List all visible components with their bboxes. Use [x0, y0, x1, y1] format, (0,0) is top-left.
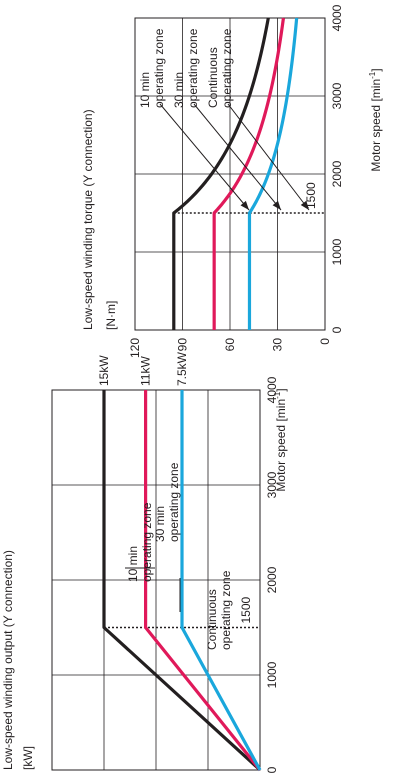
torque-plot-area: 0 30 60 90 120 0 1000 2000 3000 4000 1500 10 min…: [128, 4, 344, 358]
torque-chart: Low-speed winding torque (Y connection) …: [81, 4, 383, 358]
series-line: [212, 17, 286, 330]
x-tick-label: 3000: [330, 82, 344, 109]
y-tick-label: 60: [223, 338, 237, 352]
zone-label-30min-line1: 30 min: [172, 72, 186, 108]
series-label: 15kW: [97, 355, 111, 386]
x-tick-label: 0: [330, 326, 344, 333]
y-tick-label: 0: [318, 338, 332, 345]
x-tick-label: 3000: [265, 471, 279, 498]
zone-label-30min-line1: 30 min: [153, 506, 167, 542]
zone-label-10min-line2: operating zone: [152, 28, 166, 108]
zone-label-cont-line2: operating zone: [220, 28, 234, 108]
y-tick-label: 30: [271, 338, 285, 352]
zone-arrowhead: [272, 200, 281, 210]
series-label: 11kW: [139, 356, 153, 386]
series-line: [102, 390, 262, 772]
torque-chart-title: Low-speed winding torque (Y connection): [81, 109, 95, 330]
zone-arrowhead: [240, 200, 249, 210]
y-tick-label: 120: [128, 338, 142, 358]
output-chart-title: Low-speed winding output (Y connection): [1, 550, 15, 770]
x-tick-label: 4000: [265, 376, 279, 403]
zone-arrow: [193, 103, 282, 211]
output-chart-ylabel: [kW]: [21, 746, 35, 770]
zone-label-10min-line1: 10 min: [138, 72, 152, 108]
zone-label-cont-line1: Continuous: [206, 47, 220, 108]
series-line: [180, 390, 262, 771]
output-chart: Low-speed winding output (Y connection) …: [1, 351, 288, 778]
output-xlabel-end: ]: [274, 388, 288, 391]
series-line: [247, 17, 299, 330]
torque-xlabel-sup: -1: [368, 71, 377, 79]
y-tick-label: 90: [176, 338, 190, 352]
x-tick-label: 0: [265, 766, 279, 773]
zone-label-cont-line1: Continuous: [205, 589, 219, 650]
series-line: [144, 390, 262, 772]
output-xlabel-sup: -1: [273, 391, 282, 399]
zone-label-30min-line2: operating zone: [167, 462, 181, 542]
x-tick-label: 2000: [265, 566, 279, 593]
torque-chart-xlabel: Motor speed [min-1]: [368, 68, 383, 171]
speed-1500-label: 1500: [304, 182, 318, 209]
x-tick-label: 1000: [330, 238, 344, 265]
x-tick-label: 4000: [330, 4, 344, 31]
zone-arrow: [227, 103, 310, 211]
torque-chart-ylabel: [N·m]: [104, 301, 118, 330]
series-line: [172, 17, 270, 330]
output-chart-xlabel: Motor speed [min-1]: [273, 388, 288, 491]
torque-xlabel-main: Motor speed [min: [369, 79, 383, 172]
zone-arrowhead: [300, 200, 309, 210]
output-xlabel-main: Motor speed [min: [274, 399, 288, 492]
zone-label-10min-line1: 10 min: [126, 546, 140, 582]
series-label: 7.5kW: [175, 351, 189, 386]
zone-label-30min-line2: operating zone: [186, 28, 200, 108]
torque-xlabel-end: ]: [369, 68, 383, 71]
zone-arrow: [159, 103, 250, 211]
zone-label-cont-line2: operating zone: [219, 570, 233, 650]
zone-label-10min-line2: operating zone: [140, 502, 154, 582]
x-tick-label: 2000: [330, 160, 344, 187]
speed-1500-label: 1500: [239, 596, 253, 623]
x-tick-label: 1000: [265, 661, 279, 688]
